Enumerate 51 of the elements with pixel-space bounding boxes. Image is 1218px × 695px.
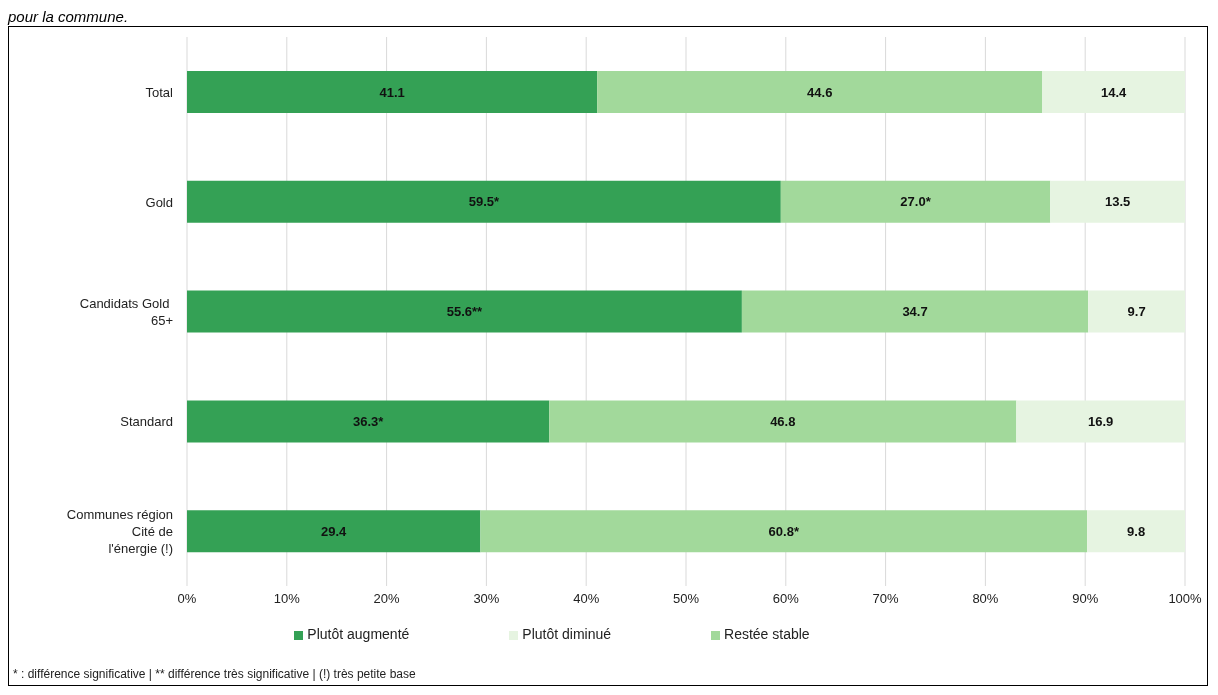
bar [187,290,742,333]
bar [780,180,1051,223]
chart-title: pour la commune. [8,8,130,26]
bar [549,400,1017,443]
data-label: 34.7 [902,304,928,320]
data-label: 29.4 [321,523,348,539]
data-label: 13.5 [1104,194,1131,210]
data-label: 46.8 [770,413,796,429]
x-tick-label: 100% [1168,591,1203,607]
x-tick-label: 40% [573,591,600,607]
bar [1050,180,1185,223]
data-label: 44.6 [807,84,833,100]
bar [187,510,481,553]
x-tick-label: 10% [273,591,301,607]
bar [1087,510,1185,553]
bar [741,290,1089,333]
y-tick-label: Candidats Gold 65+ [79,295,173,328]
data-label: 41.1 [379,84,405,100]
y-tick-label: Standard [120,413,173,429]
bar [1042,71,1185,113]
data-label: 55.6** [446,304,484,320]
bar [1016,400,1185,443]
bar [597,71,1043,113]
bar [1088,290,1185,333]
y-tick-label: Communes région Cité de l'énergie (!) [66,506,173,556]
legend-label: Restée stable [724,626,810,642]
y-tick-label: Gold [145,194,173,210]
x-tick-label: 0% [177,591,197,607]
x-tick-label: 30% [473,591,500,607]
data-label: 60.8* [768,523,800,539]
data-label: 36.3* [352,413,385,429]
legend-label: Plutôt augmenté [307,626,410,642]
data-label: 16.9 [1088,413,1114,429]
x-tick-label: 60% [772,591,800,607]
x-tick-label: 20% [373,591,401,607]
data-label: 27.0* [900,194,932,210]
bar [480,510,1088,553]
bar [187,71,598,113]
y-tick-label: Total [145,84,174,100]
text: * : différence significative | ** différence très significative | (!) très petite base [13,667,416,681]
x-tick-label: 50% [672,591,700,607]
bar [187,400,550,443]
data-label: 9.8 [1127,523,1146,539]
data-label: 14.4 [1100,84,1128,100]
data-label: 9.7 [1127,304,1146,320]
x-tick-label: 70% [872,591,900,607]
x-tick-label: 90% [1072,591,1099,607]
legend-label: Plutôt diminué [522,626,612,642]
bar [187,180,781,223]
x-tick-label: 80% [972,591,999,607]
data-label: 59.5* [468,194,501,210]
